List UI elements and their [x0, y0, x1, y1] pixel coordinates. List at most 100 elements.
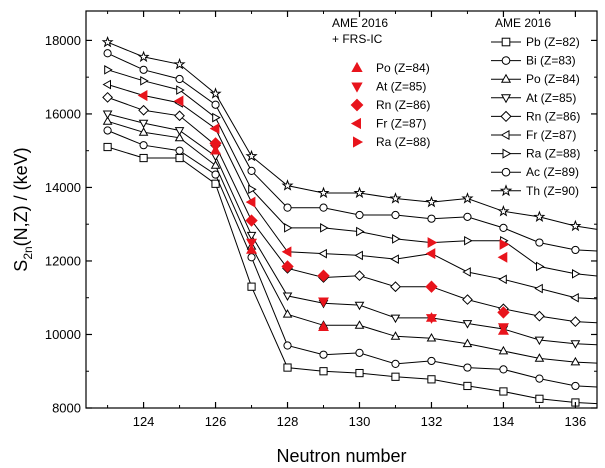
- data-point: [462, 294, 473, 305]
- legend-frs-label: Po (Z=84): [376, 61, 430, 75]
- data-point: [319, 203, 328, 212]
- frs-data-point: [173, 95, 184, 107]
- frs-series-2: [209, 137, 510, 319]
- data-point: [533, 310, 545, 322]
- data-point: [354, 320, 365, 329]
- frs-data-point: [317, 269, 330, 282]
- legend-ame-label: Pb (Z=82): [526, 35, 580, 49]
- data-point: [355, 210, 364, 220]
- legend-ame-label: Th (Z=90): [526, 184, 579, 198]
- data-point: [320, 223, 329, 233]
- legend-ame-marker: [501, 167, 511, 177]
- y-axis-title-rest: (N,Z) / (keV): [11, 147, 31, 246]
- data-point: [392, 234, 401, 244]
- data-point: [499, 365, 508, 374]
- data-point: [137, 50, 150, 63]
- legend-ame-marker: [499, 184, 513, 197]
- data-point: [319, 350, 328, 359]
- data-point: [390, 314, 401, 324]
- data-point: [210, 160, 221, 169]
- data-point: [353, 186, 366, 199]
- series-6: [104, 65, 597, 279]
- data-point: [463, 212, 472, 221]
- frs-series-3: [137, 90, 508, 263]
- x-tick-label: 128: [277, 414, 299, 429]
- data-point: [103, 126, 112, 135]
- data-point: [499, 387, 508, 396]
- legend-frs-marker: [351, 82, 363, 93]
- data-point: [391, 210, 400, 220]
- x-tick-label: 134: [493, 414, 515, 429]
- data-point: [390, 254, 399, 264]
- frs-data-point: [318, 297, 329, 308]
- data-point: [175, 153, 184, 163]
- data-point: [284, 223, 293, 233]
- data-point: [103, 49, 112, 58]
- x-tick-label: 130: [349, 414, 371, 429]
- data-point: [138, 119, 149, 129]
- y-axis-title-main: S: [11, 260, 31, 272]
- legend-ame-label: Ra (Z=88): [526, 147, 580, 161]
- data-point: [102, 116, 113, 125]
- legend-ame-marker: [500, 110, 512, 123]
- frs-data-point: [497, 251, 508, 263]
- data-point: [174, 132, 185, 142]
- data-point: [533, 210, 546, 223]
- data-point: [355, 348, 364, 357]
- frs-series-4: [427, 237, 510, 250]
- data-point: [498, 345, 509, 355]
- y-tick-label: 10000: [45, 327, 81, 342]
- data-point: [247, 253, 256, 262]
- data-point: [535, 238, 544, 247]
- data-point: [426, 332, 437, 342]
- data-point: [319, 367, 328, 376]
- data-point: [101, 35, 114, 48]
- frs-data-point: [425, 280, 438, 293]
- data-point: [138, 127, 149, 136]
- legend-ame-marker: [501, 37, 511, 47]
- legend-ame-marker: [502, 148, 512, 159]
- data-point: [462, 338, 473, 348]
- data-point: [281, 179, 294, 191]
- data-point: [175, 74, 184, 84]
- data-point: [570, 340, 581, 349]
- data-point: [317, 186, 330, 199]
- ticks-layer: 124 126 128 130 132 134 136 8000 10000 12000 14000…: [45, 11, 597, 429]
- legend-ame-marker: [500, 129, 510, 141]
- legend-frs-marker: [350, 98, 364, 112]
- data-point: [212, 112, 221, 123]
- frs-data-point: [499, 238, 510, 250]
- data-point: [461, 192, 474, 204]
- data-point: [104, 65, 113, 75]
- frs-data-point: [425, 314, 437, 324]
- data-point: [245, 149, 258, 162]
- data-point: [173, 57, 186, 70]
- plot-frame: [85, 10, 598, 409]
- data-point: [103, 142, 112, 152]
- data-point: [534, 336, 545, 346]
- x-axis-title: Neutron number: [276, 446, 406, 466]
- data-point: [247, 282, 256, 291]
- legend-frs-label: At (Z=85): [376, 80, 426, 94]
- data-point: [535, 394, 544, 403]
- data-point: [246, 231, 257, 241]
- y-axis-title-sub: 2n: [21, 246, 35, 259]
- data-point: [102, 91, 114, 103]
- data-point: [174, 127, 185, 136]
- frs-data-point: [318, 321, 329, 331]
- legend-frs-marker: [350, 117, 361, 130]
- data-point: [536, 261, 545, 272]
- data-point: [356, 226, 365, 237]
- data-point: [354, 250, 363, 261]
- data-point: [282, 292, 293, 302]
- frs-data-point: [246, 244, 258, 254]
- data-point: [355, 368, 364, 378]
- series-2: [102, 116, 597, 366]
- frs-data-point: [209, 123, 220, 135]
- data-point: [427, 356, 436, 366]
- data-point: [534, 353, 545, 362]
- data-point: [282, 309, 293, 318]
- frs-data-point: [427, 237, 438, 249]
- data-point: [247, 166, 256, 176]
